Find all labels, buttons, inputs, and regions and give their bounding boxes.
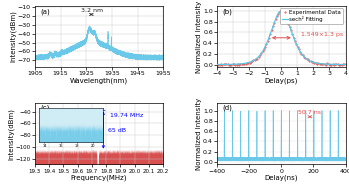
Experimental Data xyxy=(293,40,297,42)
sech² Fitting xyxy=(279,10,283,12)
sech² Fitting xyxy=(340,63,344,66)
X-axis label: Frequency(MHz): Frequency(MHz) xyxy=(71,175,127,181)
Y-axis label: Intensity(dBm): Intensity(dBm) xyxy=(8,108,14,160)
Experimental Data xyxy=(282,13,287,15)
Y-axis label: Normalized Intensity: Normalized Intensity xyxy=(196,98,202,170)
Text: 1.549×1.3 ps: 1.549×1.3 ps xyxy=(300,32,343,37)
Text: (c): (c) xyxy=(40,105,50,111)
Text: (a): (a) xyxy=(40,8,50,15)
Legend: Experimental Data, sech² Fitting: Experimental Data, sech² Fitting xyxy=(280,9,343,24)
Text: 3.2 nm: 3.2 nm xyxy=(81,8,103,13)
sech² Fitting xyxy=(316,62,320,64)
X-axis label: Delay(ps): Delay(ps) xyxy=(265,78,298,84)
X-axis label: Delay(ns): Delay(ns) xyxy=(265,175,298,181)
Y-axis label: Intensity(dBm): Intensity(dBm) xyxy=(10,11,16,62)
Text: 50.7 ns: 50.7 ns xyxy=(298,110,321,115)
sech² Fitting xyxy=(215,63,219,66)
Line: sech² Fitting: sech² Fitting xyxy=(217,11,346,64)
Experimental Data xyxy=(343,63,348,65)
Y-axis label: Normalized Intensity: Normalized Intensity xyxy=(196,0,202,73)
sech² Fitting xyxy=(340,63,344,66)
Text: (b): (b) xyxy=(222,8,232,15)
Experimental Data xyxy=(338,64,342,66)
Experimental Data xyxy=(334,63,339,65)
sech² Fitting xyxy=(222,63,226,66)
Experimental Data xyxy=(245,61,249,64)
sech² Fitting xyxy=(274,16,278,19)
Line: Experimental Data: Experimental Data xyxy=(216,11,346,66)
Text: (d): (d) xyxy=(222,105,232,111)
Experimental Data xyxy=(215,64,219,66)
Text: 65 dB: 65 dB xyxy=(107,128,126,133)
Experimental Data xyxy=(240,62,244,65)
Text: 19.74 MHz: 19.74 MHz xyxy=(101,109,144,118)
X-axis label: Wavelength(nm): Wavelength(nm) xyxy=(70,78,128,84)
sech² Fitting xyxy=(277,11,282,13)
sech² Fitting xyxy=(343,63,348,66)
Experimental Data xyxy=(279,10,283,12)
